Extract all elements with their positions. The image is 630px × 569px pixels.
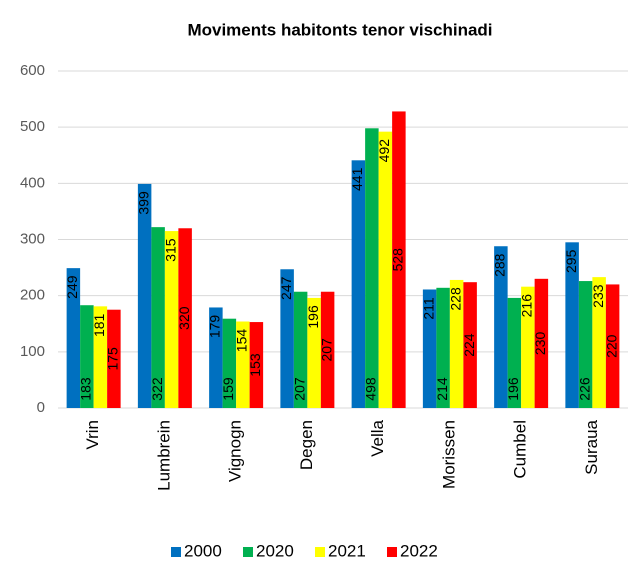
x-tick-label: Suraua [582,419,601,474]
x-tick-label: Morissen [439,420,458,489]
data-label: 159 [220,377,236,401]
legend-label: 2022 [400,541,438,560]
legend-swatch [387,547,397,557]
data-label: 196 [305,305,321,329]
data-label: 249 [64,275,80,299]
bar [436,287,450,408]
bar [494,246,508,408]
x-tick-label: Vella [368,419,387,456]
chart-title: Moviments habitonts tenor vischinadi [187,20,492,39]
bar [93,306,108,408]
data-label: 233 [590,284,606,308]
data-label: 175 [105,347,121,371]
bar [178,228,192,408]
bar [107,309,121,408]
bar [222,318,237,408]
x-tick-label: Lumbrein [154,420,173,491]
bar [293,291,308,408]
data-label: 226 [576,377,592,401]
data-label: 181 [91,313,107,337]
data-label: 288 [492,253,508,277]
data-label: 315 [162,238,178,262]
data-label: 211 [420,297,436,320]
legend-label: 2000 [184,541,222,560]
y-tick-label: 100 [20,343,45,360]
bar [422,289,437,408]
data-label: 220 [603,334,619,358]
y-tick-label: 500 [20,118,45,135]
data-label: 228 [447,287,463,311]
bar [164,231,179,408]
bar [592,277,606,408]
data-label: 320 [176,306,192,330]
bar [209,307,223,408]
data-label: 224 [461,333,477,357]
legend-swatch [315,547,325,557]
y-tick-label: 200 [20,287,45,304]
x-tick-label: Degen [297,420,316,470]
data-label: 295 [563,249,579,273]
data-label: 498 [363,377,379,401]
bar [320,291,335,408]
data-label: 230 [532,332,548,356]
legend-swatch [243,547,253,557]
data-label: 196 [505,377,521,401]
y-tick-label: 600 [20,62,45,79]
data-label: 399 [135,191,151,215]
data-label: 183 [78,377,94,401]
bar [80,305,94,408]
bar [392,111,406,408]
data-label: 216 [519,294,535,318]
data-label: 492 [376,139,392,163]
y-tick-label: 400 [20,174,45,191]
x-tick-label: Vignogn [226,420,245,482]
bar [507,297,522,408]
legend-label: 2020 [256,541,294,560]
bar [365,128,379,409]
data-label: 207 [318,338,334,362]
bar [351,160,366,408]
bar [449,279,464,408]
y-tick-label: 0 [37,399,45,416]
legend-label: 2021 [328,541,366,560]
bar [463,282,477,408]
data-label: 247 [278,276,294,300]
bar [578,281,593,408]
bar [521,286,535,408]
bar [605,284,620,408]
bar [137,183,152,408]
x-tick-label: Cumbel [511,420,530,479]
legend-swatch [171,547,181,557]
bar [151,227,165,408]
bar [565,242,579,408]
bar [66,268,81,408]
bar [307,297,321,408]
data-label: 214 [434,377,450,401]
bar [236,321,250,408]
data-label: 153 [247,353,263,377]
bar [280,269,294,408]
data-label: 322 [149,377,165,401]
data-label: 179 [207,315,223,339]
bar [249,322,264,408]
bar [378,131,393,408]
data-label: 154 [234,329,250,353]
bar [534,278,549,408]
data-label: 207 [291,377,307,401]
y-tick-label: 300 [20,230,45,247]
x-tick-label: Vrin [83,420,102,450]
data-label: 528 [390,248,406,272]
data-label: 441 [349,167,365,191]
